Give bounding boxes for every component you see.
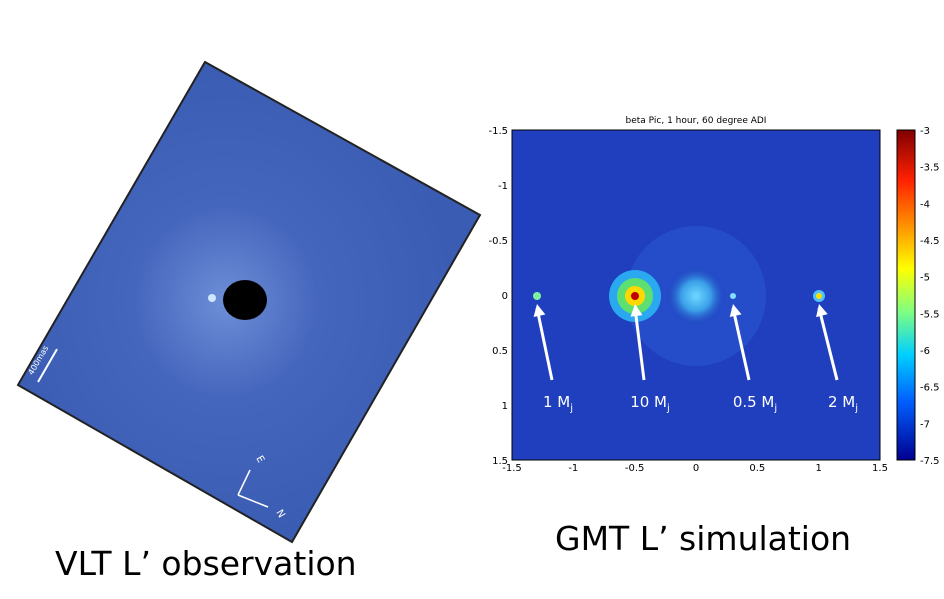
star-residual xyxy=(666,266,726,326)
planet-10mj xyxy=(631,292,639,300)
coronagraph-mask xyxy=(223,280,267,320)
plot-title: beta Pic, 1 hour, 60 degree ADI xyxy=(626,116,767,126)
colorbar-tick-label: -5.5 xyxy=(920,309,940,320)
x-tick-label: -1 xyxy=(568,463,578,474)
colorbar-tick-label: -4 xyxy=(920,199,930,210)
compass-e: E xyxy=(253,454,266,465)
annotation-subscript: j xyxy=(569,403,573,414)
y-tick-label: -1.5 xyxy=(488,126,508,137)
annotation: 0.5 Mj xyxy=(733,393,777,414)
annotation: 10 Mj xyxy=(630,393,670,414)
y-tick-label: 1.5 xyxy=(492,456,508,467)
x-tick-label: 1.5 xyxy=(872,463,888,474)
arrow-head xyxy=(816,304,828,318)
left-caption: VLT L’ observation xyxy=(55,544,357,583)
colorbar xyxy=(896,129,916,461)
arrow xyxy=(731,307,751,381)
right-caption: GMT L’ simulation xyxy=(555,519,851,558)
y-tick-label: 1 xyxy=(502,401,508,412)
colorbar-tick-label: -7.5 xyxy=(920,456,940,467)
scale-bar xyxy=(37,348,58,383)
colorbar-tick-label: -4.5 xyxy=(920,236,940,247)
annotation-subscript: j xyxy=(854,403,858,414)
colorbar-tick-label: -6.5 xyxy=(920,383,940,394)
arrow xyxy=(633,307,646,381)
colorbar-tick-label: -5 xyxy=(920,273,930,284)
x-tick-label: 0.5 xyxy=(749,463,765,474)
compass-n: N xyxy=(273,508,286,520)
y-tick-label: 0 xyxy=(502,291,508,302)
planet-2mj-core xyxy=(816,293,822,299)
annotation-subscript: j xyxy=(666,403,670,414)
arrow-head xyxy=(533,304,546,317)
arrow xyxy=(535,307,554,381)
colorbar-tick-label: -6 xyxy=(920,346,930,357)
arrow-head xyxy=(729,304,742,318)
colorbar-tick-label: -3.5 xyxy=(920,163,940,174)
y-tick-label: -0.5 xyxy=(488,236,508,247)
planet xyxy=(208,294,216,302)
annotation-label: 2 M xyxy=(828,393,855,411)
compass xyxy=(237,469,269,508)
annotation: 2 Mj xyxy=(828,393,858,414)
x-tick-label: -0.5 xyxy=(625,463,645,474)
annotation-label: 1 M xyxy=(543,393,570,411)
planet-1mj xyxy=(533,292,541,300)
colorbar-tick-label: -3 xyxy=(920,126,930,137)
annotation: 1 Mj xyxy=(543,393,573,414)
x-tick-label: 1 xyxy=(815,463,821,474)
x-tick-label: -1.5 xyxy=(502,463,522,474)
y-tick-label: -1 xyxy=(498,181,508,192)
arrow xyxy=(817,307,839,381)
y-tick-label: 0.5 xyxy=(492,346,508,357)
arrow-head xyxy=(630,304,643,317)
x-tick-label: 0 xyxy=(693,463,699,474)
annotation-label: 0.5 M xyxy=(733,393,775,411)
planet-05mj xyxy=(730,293,736,299)
annotation-label: 10 M xyxy=(630,393,667,411)
colorbar-tick-label: -7 xyxy=(920,419,930,430)
annotation-subscript: j xyxy=(773,403,777,414)
